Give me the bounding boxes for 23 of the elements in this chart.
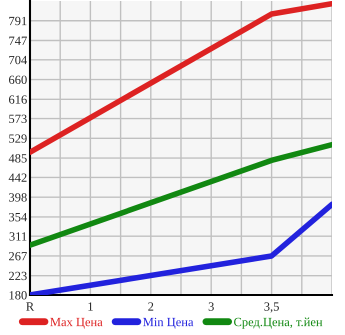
y-tick-label: 747: [9, 36, 27, 45]
x-tick-label: R: [26, 302, 34, 311]
y-tick-label: 529: [9, 134, 27, 143]
y-tick-label: 311: [10, 232, 26, 241]
y-tick-label: 354: [9, 212, 28, 222]
y-tick-label: 180: [10, 291, 27, 300]
y-tick-label: 267: [9, 252, 27, 260]
legend-label: Сред.Цена, т.йен: [234, 318, 322, 329]
x-tick-label: 3: [208, 302, 214, 311]
x-tick-label: 3,5: [264, 302, 279, 313]
legend-label: Min Цена: [143, 318, 194, 329]
y-tick-label: 573: [9, 114, 27, 124]
legend-label: Max Цена: [50, 318, 103, 329]
y-tick-label: 485: [8, 154, 27, 163]
y-tick-label: 398: [9, 193, 27, 202]
x-tick-label: 1: [88, 302, 93, 311]
y-tick-label: 616: [9, 95, 27, 104]
x-tick-label: 2: [148, 302, 154, 311]
y-tick-label: 223: [9, 272, 27, 280]
y-tick-label: 791: [9, 16, 26, 26]
y-tick-label: 660: [9, 76, 27, 84]
y-tick-label: 442: [8, 173, 27, 182]
y-tick-label: 704: [9, 56, 28, 64]
